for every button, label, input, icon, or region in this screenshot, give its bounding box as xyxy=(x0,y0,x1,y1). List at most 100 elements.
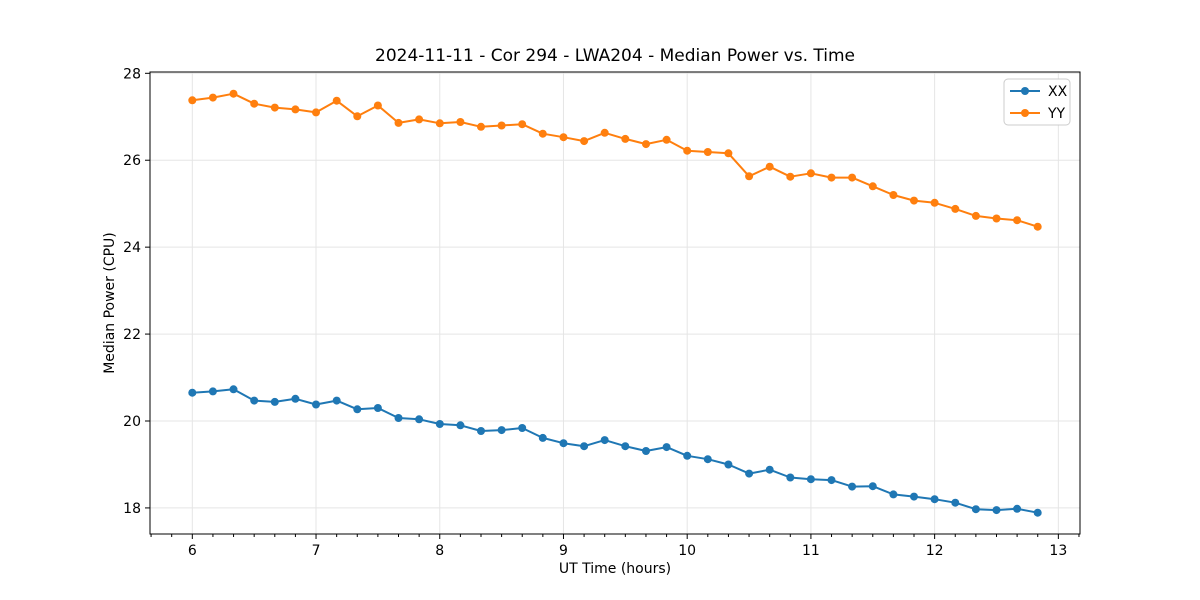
series-xx-marker xyxy=(642,447,650,455)
series-yy-marker xyxy=(600,128,609,137)
x-tick-label: 6 xyxy=(188,543,197,559)
series-yy-marker xyxy=(683,146,692,155)
x-tick-label: 12 xyxy=(926,543,944,559)
x-tick-label: 8 xyxy=(435,543,444,559)
x-axis-label: UT Time (hours) xyxy=(558,561,672,577)
y-tick-label: 28 xyxy=(123,66,141,82)
series-xx-marker xyxy=(415,415,424,424)
series-yy-marker xyxy=(456,118,465,126)
legend-yy-label: YY xyxy=(1047,106,1066,122)
series-xx-marker xyxy=(971,505,980,514)
series-yy-marker xyxy=(1033,222,1042,231)
series-xx-marker xyxy=(229,385,238,394)
series-xx-marker xyxy=(1013,504,1022,513)
series-yy-marker xyxy=(580,137,589,146)
series-yy-marker xyxy=(208,93,217,102)
series-xx-marker xyxy=(538,433,547,442)
series-yy-marker xyxy=(415,115,424,124)
series-xx-marker xyxy=(848,482,857,491)
series-xx-marker xyxy=(291,394,300,403)
series-yy-marker xyxy=(559,133,568,142)
series-xx-marker xyxy=(250,396,259,405)
plot-border xyxy=(149,71,1081,535)
series-xx-marker xyxy=(332,396,341,405)
series-yy-marker xyxy=(745,172,754,181)
series-xx-marker xyxy=(456,421,465,430)
series-yy-marker xyxy=(992,214,1001,223)
series-yy-marker xyxy=(930,198,939,207)
series-xx-marker xyxy=(600,436,609,445)
series-yy-marker xyxy=(848,173,857,182)
series-yy-marker xyxy=(806,169,815,178)
series-xx-marker xyxy=(786,473,795,482)
series-xx-marker xyxy=(270,397,279,406)
series-xx-marker xyxy=(745,469,754,478)
series-xx-marker xyxy=(992,506,1001,515)
series-xx-marker xyxy=(930,495,939,504)
series-xx-marker xyxy=(580,442,589,451)
series-yy-marker xyxy=(765,162,774,171)
series-xx-marker xyxy=(910,492,918,501)
legend-yy-marker-sample xyxy=(1021,109,1029,117)
series-yy-marker xyxy=(353,112,362,121)
series-yy-marker xyxy=(538,129,547,138)
series-xx-marker xyxy=(662,443,671,452)
series-xx-marker xyxy=(353,405,362,414)
series-yy-marker xyxy=(662,135,671,144)
series-yy-marker xyxy=(497,121,506,130)
series-xx-marker xyxy=(683,451,692,460)
series-yy-marker xyxy=(868,182,877,191)
series-yy-marker xyxy=(394,118,403,127)
x-tick-label: 7 xyxy=(312,543,321,559)
series-yy-marker xyxy=(373,101,382,110)
series-yy-marker xyxy=(642,140,650,149)
x-tick-label: 13 xyxy=(1049,543,1067,559)
series-yy-marker xyxy=(889,191,898,199)
series-xx-marker xyxy=(806,475,815,484)
series-yy-marker xyxy=(270,103,279,112)
series-xx-marker xyxy=(559,439,568,448)
series-xx-marker xyxy=(518,424,527,432)
series-yy-marker xyxy=(250,99,259,108)
series-xx-marker xyxy=(951,498,960,507)
series-yy-marker xyxy=(229,89,238,98)
y-tick-label: 22 xyxy=(123,327,141,343)
series-xx-marker xyxy=(827,476,836,485)
chart-title: 2024-11-11 - Cor 294 - LWA204 - Median P… xyxy=(375,46,855,66)
series-xx-marker xyxy=(497,426,506,435)
x-tick-label: 11 xyxy=(802,543,820,559)
legend-xx-marker-sample xyxy=(1021,87,1029,95)
series-yy-marker xyxy=(518,120,527,129)
series-yy-marker xyxy=(971,211,980,220)
x-tick-label: 9 xyxy=(559,543,568,559)
series-yy-marker xyxy=(703,148,712,156)
series-xx-marker xyxy=(312,400,320,409)
series-yy-marker xyxy=(786,172,795,181)
series-xx-marker xyxy=(477,427,485,435)
series-xx-marker xyxy=(621,442,630,451)
series-yy-marker xyxy=(951,204,960,213)
series-xx-marker xyxy=(889,490,898,499)
y-tick-label: 24 xyxy=(123,240,141,256)
series-yy-marker xyxy=(435,119,444,128)
series-yy-marker xyxy=(312,108,320,117)
series-yy-marker xyxy=(332,96,341,105)
y-tick-label: 18 xyxy=(123,501,141,517)
y-tick-label: 26 xyxy=(123,153,141,169)
series-xx-marker xyxy=(868,482,877,491)
x-tick-label: 10 xyxy=(678,543,696,559)
series-xx-marker xyxy=(373,404,382,412)
series-yy-marker xyxy=(291,105,300,114)
series-xx-marker xyxy=(765,465,774,474)
series-xx-marker xyxy=(188,388,197,397)
series-yy-marker xyxy=(910,196,918,205)
series-xx-marker xyxy=(208,387,217,396)
series-xx-marker xyxy=(724,460,733,469)
series-xx-marker xyxy=(435,420,444,428)
series-yy-marker xyxy=(188,96,197,105)
series-yy-marker xyxy=(1013,216,1022,225)
series-xx-marker xyxy=(394,414,403,422)
series-xx-marker xyxy=(703,455,712,464)
